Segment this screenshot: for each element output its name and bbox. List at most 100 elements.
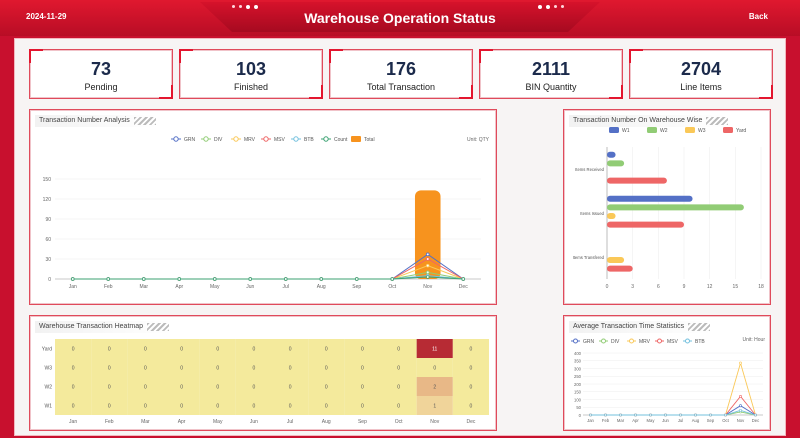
y-tick-label: 90 [45,217,51,223]
x-tick-label: Jan [587,418,594,423]
series-line-msv [72,258,464,280]
x-tick-label: Feb [104,284,113,290]
heatmap-cell [380,396,417,415]
heatmap-cell [91,396,128,415]
x-tick-label: Sep [707,418,715,423]
y-tick-label: Items Issued [580,211,604,216]
x-tick-label: May [647,418,656,423]
x-tick-label: Jul [283,284,289,290]
series-line-grn [72,253,464,280]
panel-title: Transaction Number Analysis [35,115,158,127]
cell-value: 0 [216,366,219,372]
point-btb [649,413,652,417]
point-grn [425,252,430,257]
legend-swatch-total [351,136,361,142]
cell-value: 0 [144,404,147,410]
legend-marker-grn [173,136,179,142]
legend-label-btb: BTB [304,137,314,143]
cell-value: 0 [470,385,473,391]
cell-value: 0 [397,366,400,372]
y-tick-label: 60 [45,237,51,243]
heatmap-cell [308,377,345,396]
heatmap-cell [452,377,489,396]
panel-title: Transaction Number On Warehouse Wise [569,115,731,127]
legend-marker-div [203,136,209,142]
point-btb [709,413,712,417]
y-tick-label: 350 [574,359,582,364]
stat-label: Finished [233,82,269,92]
heatmap-cell [452,358,489,377]
unit-label: Unit: QTY [467,137,490,143]
point-btb [664,413,667,417]
heatmap-cell [272,396,309,415]
legend-label-mrv: MRV [244,137,256,143]
cell-value: 0 [289,404,292,410]
stat-label: Line Items [680,82,722,92]
cell-value: 0 [144,366,147,372]
x-tick-label: Jun [250,419,258,425]
point-count [106,277,111,281]
avg-time-panel: Average Transaction Time Statistics Unit… [564,316,770,430]
y-tick-label: 0 [48,277,51,283]
report-date: 2024-11-29 [26,12,67,21]
heatmap-cell [308,339,345,358]
point-count [177,277,182,281]
legend-marker-msv [263,136,269,142]
stat-card-line-items: 2704 Line Items [629,49,773,99]
x-tick-label: Jan [69,419,77,425]
cell-value: 0 [180,404,183,410]
point-div [425,270,430,275]
point-msv [739,395,742,398]
point-count [425,275,430,279]
x-tick-label: 12 [707,284,713,290]
x-tick-label: Apr [178,419,186,425]
x-tick-label: Nov [430,419,439,425]
point-count [141,277,146,281]
x-tick-label: 18 [758,284,764,290]
heatmap-cell [416,396,453,415]
title-plate: Warehouse Operation Status [200,2,600,32]
point-count [212,277,217,281]
point-btb [739,408,742,412]
x-tick-label: Nov [737,418,745,423]
cell-value: 0 [180,385,183,391]
cell-value: 0 [361,385,364,391]
legend-swatch-w2 [647,127,657,133]
heatmap-cell [91,377,128,396]
y-tick-label: 400 [574,351,582,356]
point-grn [739,404,742,408]
cell-value: 0 [325,404,328,410]
heatmap-cell [380,358,417,377]
cell-value: 0 [253,366,256,372]
point-msv [425,257,430,261]
point-mrv [425,263,430,268]
legend-label-grn: GRN [583,339,595,345]
point-count [461,277,466,281]
x-tick-label: Jun [662,418,669,423]
heatmap-cell [163,358,200,377]
heatmap-cell [380,377,417,396]
cell-value: 0 [289,385,292,391]
back-button[interactable]: Back [748,12,768,21]
legend-label-msv: MSV [667,339,679,345]
point-count [390,277,395,281]
decor-dots-left [232,5,258,9]
cell-value: 0 [108,366,111,372]
x-tick-label: May [210,284,220,290]
x-tick-label: Nov [423,284,432,290]
cell-value: 0 [325,366,328,372]
x-tick-label: Oct [722,418,729,423]
x-tick-label: Jan [69,284,77,290]
legend-swatch-w1 [609,127,619,133]
cell-value: 0 [72,404,75,410]
heatmap-cell [55,358,92,377]
cell-value: 0 [216,385,219,391]
heatmap-cell [416,358,453,377]
stat-card-total-transaction: 176 Total Transaction [329,49,473,99]
legend-marker-grn [573,338,578,344]
stat-value: 2111 [531,59,571,79]
x-tick-label: Aug [322,419,331,425]
heatmap-cell [416,339,453,358]
legend-marker-div [601,338,606,344]
point-btb [634,413,637,417]
